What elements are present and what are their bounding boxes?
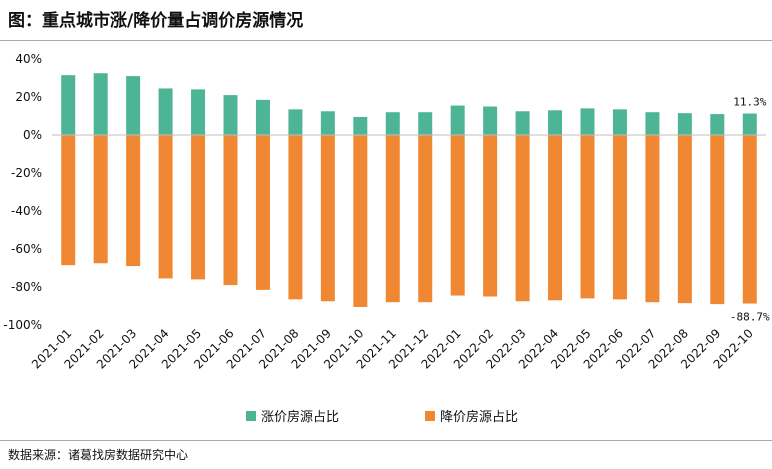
down-bar [710,135,725,305]
down-bar [548,135,563,301]
down-bar [223,135,238,286]
up-bar [645,112,660,135]
down-bar [450,135,465,296]
up-bar [612,109,627,135]
down-bar [645,135,660,303]
y-tick-label: 40% [15,52,42,66]
legend-swatch [246,411,256,421]
y-axis: 40% 20% 0% -20% -40% -60% -80% -100% [3,52,42,332]
up-bar [288,109,303,135]
up-bar [515,111,530,135]
up-bar [223,95,238,135]
chart-title: 图：重点城市涨/降价量占调价房源情况 [8,11,304,31]
down-bar [191,135,206,280]
up-bar [677,113,692,135]
up-bar [320,111,335,135]
down-bar [126,135,141,267]
down-bar [742,135,757,304]
y-tick-label: 0% [23,128,42,142]
title-divider [0,40,772,41]
stacked-bar-chart: 40%20%0%-20%-40%-60%-80%-100% 2021-01202… [3,52,770,425]
legend-label: 涨价房源占比 [261,409,339,425]
down-bar [255,135,270,290]
y-tick-label: -80% [11,280,42,294]
up-bar [418,112,433,135]
up-bar [548,110,563,135]
down-bar [515,135,530,302]
down-bar [580,135,595,299]
up-bar [385,112,400,135]
legend-swatch [425,411,435,421]
data-label: 11.3% [733,96,766,109]
source-note: 数据来源：诸葛找房数据研究中心 [8,448,189,462]
down-bar [320,135,335,302]
up-bar [483,106,498,135]
data-labels: 11.3% -88.7% [730,96,770,324]
y-tick-label: -100% [3,318,42,332]
down-bar [677,135,692,304]
data-label: -88.7% [730,311,770,324]
up-bar [126,76,141,135]
up-bar [742,113,757,135]
down-bar [418,135,433,303]
y-tick-label: -20% [11,166,42,180]
up-bar [710,114,725,135]
up-bar [255,99,270,135]
down-bar [385,135,400,303]
up-bar [93,73,108,135]
y-tick-label: 20% [15,90,42,104]
y-tick-label: -60% [11,242,42,256]
up-bar [191,89,206,135]
y-tick-label: -40% [11,204,42,218]
legend-label: 降价房源占比 [440,409,518,425]
down-bar [612,135,627,300]
down-bar [158,135,173,279]
down-bar [288,135,303,300]
up-bar [61,75,76,135]
down-bar [61,135,76,266]
up-bar [353,116,368,135]
legend: 涨价房源占比 降价房源占比 [246,409,518,425]
footer-divider [0,440,772,441]
up-bar [158,88,173,135]
up-bar [580,108,595,135]
down-bar [483,135,498,297]
bar-group [61,73,757,307]
down-bar [353,135,368,307]
down-bar [93,135,108,264]
up-bar [450,105,465,135]
